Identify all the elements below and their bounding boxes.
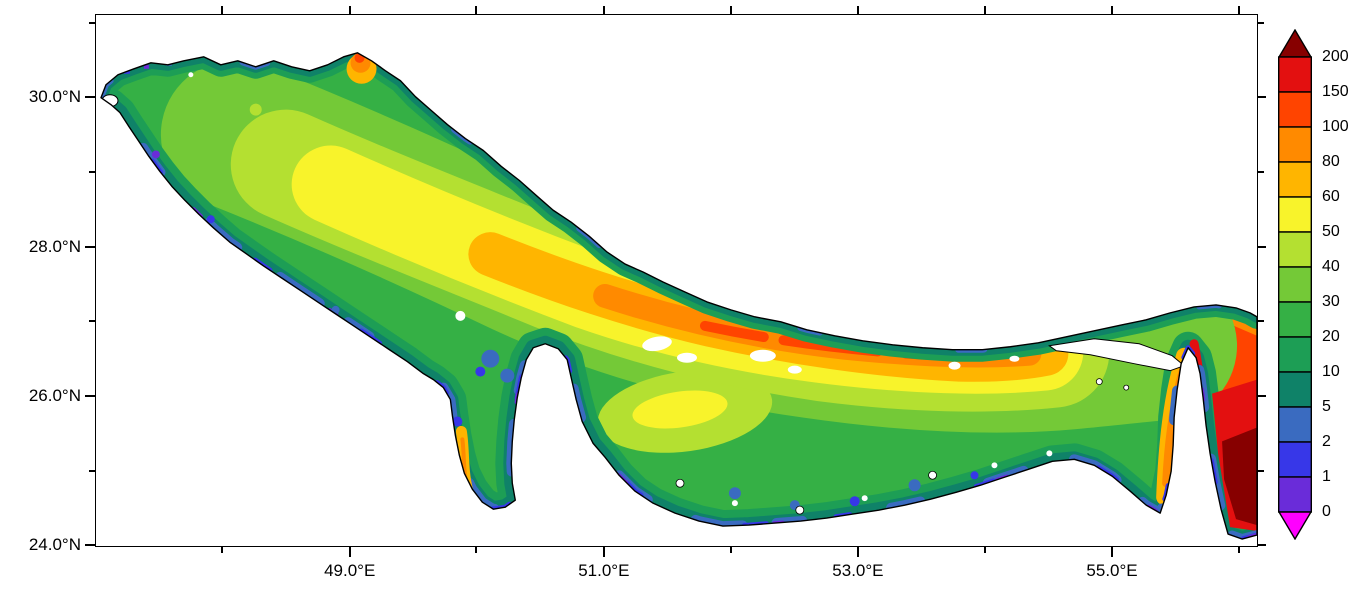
x-major-tick: [1111, 547, 1114, 557]
colorbar-label: 60: [1322, 188, 1340, 205]
colorbar-box: [1277, 231, 1312, 268]
x-axis-tick-label: 53.0°E: [832, 561, 884, 580]
x-minor-tick: [475, 547, 478, 553]
colorbar-over-arrow: [1277, 28, 1313, 58]
x-major-tick: [348, 547, 351, 557]
colorbar-box: [1277, 476, 1312, 513]
x-tick-top: [984, 6, 987, 14]
y-major-tick: [85, 395, 95, 398]
plot-frame: [95, 14, 1258, 547]
colorbar-label: 200: [1322, 48, 1349, 65]
y-tick-right: [1258, 320, 1264, 323]
colorbar-box: [1277, 196, 1312, 233]
water-fill-layers: [100, 52, 1257, 540]
y-major-tick: [85, 96, 95, 99]
x-minor-tick: [1238, 547, 1241, 553]
x-axis-tick-label: 49.0°E: [324, 561, 376, 580]
colorbar-svg: [1277, 28, 1313, 541]
colorbar-box: [1277, 266, 1312, 303]
x-minor-tick: [730, 547, 733, 553]
colorbar-box: [1277, 161, 1312, 198]
colorbar-label: 50: [1322, 223, 1340, 240]
y-tick-right: [1258, 469, 1264, 472]
x-major-tick: [856, 547, 859, 557]
colorbar: [1277, 28, 1313, 545]
colorbar-label: 80: [1322, 153, 1340, 170]
colorbar-under-arrow: [1277, 511, 1313, 541]
colorbar-label: 20: [1322, 328, 1340, 345]
y-axis-tick-label: 24.0°N: [28, 535, 81, 555]
x-tick-top: [730, 6, 733, 14]
x-axis-tick-label: 51.0°E: [578, 561, 630, 580]
x-tick-top: [221, 6, 224, 14]
y-axis-tick-label: 28.0°N: [28, 236, 81, 256]
x-tick-top: [1111, 6, 1114, 14]
x-tick-top: [856, 6, 859, 14]
colorbar-label: 1: [1322, 468, 1331, 485]
y-tick-right: [1258, 544, 1266, 547]
x-minor-tick: [984, 547, 987, 553]
colorbar-box: [1277, 371, 1312, 408]
x-tick-top: [475, 6, 478, 14]
colorbar-box: [1277, 406, 1312, 443]
y-axis-tick-label: 26.0°N: [28, 386, 81, 406]
x-minor-tick: [221, 547, 224, 553]
colorbar-box: [1277, 441, 1312, 478]
y-tick-right: [1258, 21, 1264, 24]
x-tick-top: [602, 6, 605, 14]
y-axis-tick-label: 30.0°N: [28, 87, 81, 107]
colorbar-label: 10: [1322, 363, 1340, 380]
x-tick-top: [1238, 6, 1241, 14]
colorbar-box: [1277, 56, 1312, 93]
colorbar-label: 150: [1322, 83, 1349, 100]
y-tick-right: [1258, 171, 1264, 174]
colorbar-label: 30: [1322, 293, 1340, 310]
bahrain-island: [394, 387, 446, 426]
y-tick-right: [1258, 245, 1266, 248]
gulf-map: [100, 52, 1257, 540]
colorbar-label: 100: [1322, 118, 1349, 135]
y-major-tick: [85, 544, 95, 547]
x-tick-top: [348, 6, 351, 14]
x-major-tick: [602, 547, 605, 557]
y-tick-right: [1258, 96, 1266, 99]
colorbar-label: 2: [1322, 433, 1331, 450]
y-tick-right: [1258, 395, 1266, 398]
colorbar-box: [1277, 126, 1312, 163]
y-major-tick: [85, 245, 95, 248]
qeshm-island: [1048, 338, 1186, 372]
x-axis-tick-label: 55.0°E: [1086, 561, 1138, 580]
colorbar-label: 0: [1322, 503, 1331, 520]
colorbar-box: [1277, 91, 1312, 128]
colorbar-box: [1277, 301, 1312, 338]
colorbar-label: 5: [1322, 398, 1331, 415]
colorbar-box: [1277, 336, 1312, 373]
colorbar-label: 40: [1322, 258, 1340, 275]
